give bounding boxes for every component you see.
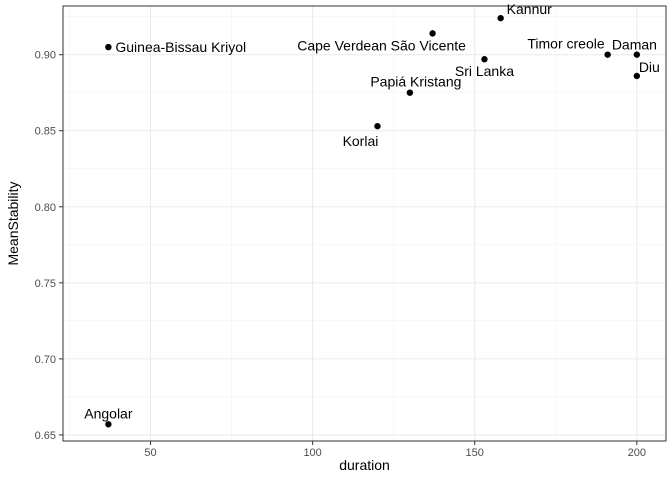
y-tick-label: 0.80 xyxy=(35,202,56,214)
data-point xyxy=(429,30,436,37)
point-label: Guinea-Bissau Kriyol xyxy=(115,39,246,55)
point-label: Korlai xyxy=(343,133,379,149)
data-point xyxy=(633,51,641,58)
point-label: Kannur xyxy=(507,1,552,17)
point-label: Diu xyxy=(639,59,660,75)
data-point xyxy=(633,72,641,80)
data-point xyxy=(481,56,488,63)
y-tick-label: 0.90 xyxy=(35,50,56,62)
data-point xyxy=(105,421,112,428)
major-gridlines xyxy=(63,6,666,441)
minor-gridlines xyxy=(63,6,666,441)
data-point xyxy=(105,43,112,51)
x-axis: 50 100 150 200 xyxy=(144,441,646,459)
data-points xyxy=(105,14,641,428)
x-tick-label: 200 xyxy=(628,447,646,459)
data-point xyxy=(374,122,381,130)
data-point xyxy=(604,51,611,58)
x-tick-label: 100 xyxy=(303,447,321,459)
panel-border xyxy=(62,5,667,442)
x-tick-label: 50 xyxy=(144,447,156,459)
x-axis-title: duration xyxy=(339,457,390,473)
point-label: Daman xyxy=(612,37,657,53)
panel-background xyxy=(63,6,666,441)
point-label: Timor creole xyxy=(527,36,604,52)
point-label: Papiá Kristang xyxy=(370,74,461,90)
point-label: Sri Lanka xyxy=(455,63,514,79)
x-tick-label: 150 xyxy=(466,447,484,459)
y-tick-label: 0.70 xyxy=(35,354,56,366)
y-tick-label: 0.75 xyxy=(35,278,56,290)
y-tick-label: 0.65 xyxy=(35,430,56,442)
data-point xyxy=(406,89,414,96)
y-axis: 0.65 0.70 0.75 0.80 0.85 0.90 xyxy=(35,50,63,442)
y-axis-title: MeanStability xyxy=(5,181,21,265)
point-label: Angolar xyxy=(84,405,133,421)
data-point xyxy=(497,14,504,22)
point-labels: Guinea-Bissau Kriyol Angolar Korlai Papiá K… xyxy=(84,1,660,421)
point-label: Cape Verdean São Vicente xyxy=(297,37,466,53)
y-tick-label: 0.85 xyxy=(35,126,56,138)
